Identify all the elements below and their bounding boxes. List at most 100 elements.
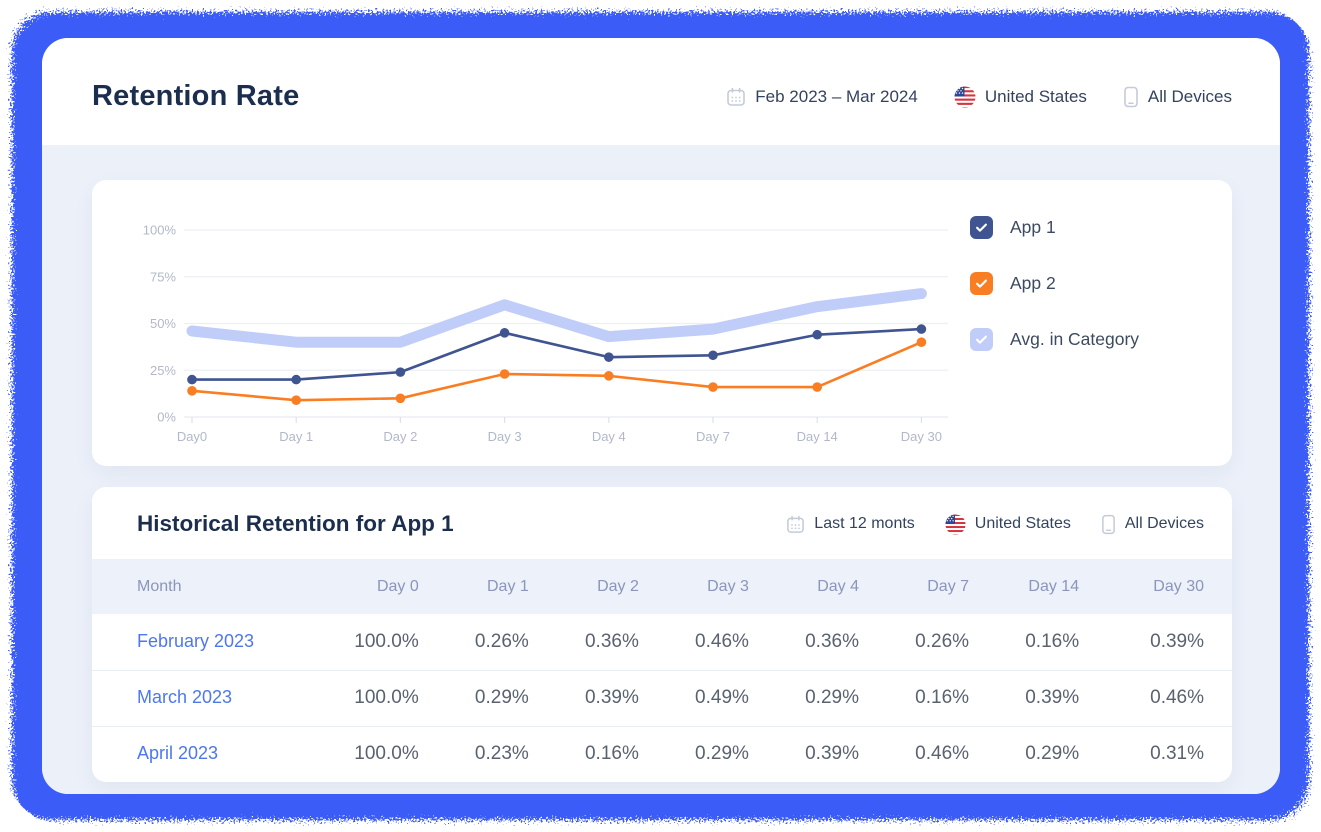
svg-text:Day 14: Day 14 — [797, 429, 838, 444]
value-cell: 0.39% — [534, 670, 645, 727]
table-row: April 2023 100.0% 0.23% 0.16% 0.29% 0.39% 0.46… — [92, 726, 1232, 782]
calendar-icon — [726, 87, 746, 107]
mobile-device-icon — [1123, 86, 1139, 108]
column-header: Month — [92, 559, 297, 614]
value-cell: 0.46% — [1085, 670, 1232, 727]
value-cell: 100.0% — [297, 614, 425, 671]
devices-filter[interactable]: All Devices — [1123, 86, 1232, 108]
value-cell: 0.16% — [864, 670, 976, 727]
date-range-filter[interactable]: Feb 2023 – Mar 2024 — [726, 87, 918, 107]
value-cell: 0.39% — [975, 670, 1086, 727]
historical-retention-card: Historical Retention for App 1 — [92, 487, 1232, 782]
value-cell: 0.39% — [754, 726, 865, 782]
legend-checkbox[interactable] — [970, 272, 993, 295]
value-cell: 0.23% — [424, 726, 535, 782]
retention-table: Month Day 0 Day 1 Day 2 Day 3 Day 4 Day 7 Day 1… — [92, 559, 1232, 782]
svg-text:25%: 25% — [150, 363, 176, 378]
svg-text:0%: 0% — [157, 410, 176, 425]
column-header: Day 7 — [864, 559, 976, 614]
retention-chart-card: 0% 25% 50% 75% 100% Day0 Day 1 Day 2 Day 3 Day 4 D… — [92, 180, 1232, 466]
legend-item-app-2: App 2 — [970, 272, 1190, 295]
page-title: Retention Rate — [92, 80, 300, 112]
table-header-row: Month Day 0 Day 1 Day 2 Day 3 Day 4 Day 7 Day 1… — [92, 559, 1232, 614]
legend-item-avg-in-category: Avg. in Category — [970, 328, 1190, 351]
value-cell: 100.0% — [297, 670, 425, 727]
column-header: Day 3 — [644, 559, 755, 614]
value-cell: 0.16% — [534, 726, 645, 782]
table-country-label: United States — [974, 515, 1071, 532]
table-row: February 2023 100.0% 0.26% 0.36% 0.46% 0.36% 0… — [92, 614, 1232, 671]
value-cell: 0.29% — [975, 726, 1086, 782]
legend-checkbox[interactable] — [970, 328, 993, 351]
column-header: Day 4 — [754, 559, 865, 614]
column-header: Day 14 — [975, 559, 1086, 614]
dashboard-card: Retention Rate Feb 2023 – Mar 2024 — [42, 38, 1280, 794]
value-cell: 0.49% — [644, 670, 755, 727]
month-link[interactable]: March 2023 — [137, 687, 233, 707]
table-title: Historical Retention for App 1 — [137, 511, 454, 536]
calendar-icon — [786, 515, 805, 534]
value-cell: 0.31% — [1085, 726, 1232, 782]
country-label: United States — [984, 86, 1087, 106]
column-header: Day 1 — [424, 559, 535, 614]
value-cell: 0.16% — [975, 614, 1086, 671]
month-link[interactable]: April 2023 — [137, 743, 219, 763]
svg-text:Day 30: Day 30 — [901, 429, 942, 444]
column-header: Day 30 — [1085, 559, 1232, 614]
legend-checkbox[interactable] — [970, 216, 993, 239]
value-cell: 0.46% — [644, 614, 755, 671]
svg-text:Day 7: Day 7 — [696, 429, 730, 444]
devices-label: All Devices — [1147, 86, 1232, 106]
svg-text:Day 2: Day 2 — [383, 429, 417, 444]
table-devices-filter[interactable]: All Devices — [1101, 514, 1204, 535]
value-cell: 0.29% — [754, 670, 865, 727]
date-range-label: Feb 2023 – Mar 2024 — [755, 86, 918, 106]
table-row: March 2023 100.0% 0.29% 0.39% 0.49% 0.29% 0.16… — [92, 670, 1232, 727]
check-icon — [976, 279, 987, 288]
svg-text:Day 4: Day 4 — [592, 429, 626, 444]
table-period-filter[interactable]: Last 12 monts — [786, 515, 915, 534]
value-cell: 0.36% — [754, 614, 865, 671]
value-cell: 0.36% — [534, 614, 645, 671]
month-cell: March 2023 — [92, 670, 297, 727]
check-icon — [976, 223, 987, 232]
header-filters: Feb 2023 – Mar 2024 — [726, 86, 1232, 108]
table-period-label: Last 12 monts — [814, 515, 915, 532]
table-card-header: Historical Retention for App 1 — [92, 487, 1232, 559]
value-cell: 0.29% — [424, 670, 535, 727]
legend-label: Avg. in Category — [1010, 329, 1140, 349]
country-filter[interactable]: United States — [954, 86, 1087, 108]
svg-text:Day 3: Day 3 — [488, 429, 522, 444]
legend-label: App 2 — [1010, 273, 1056, 293]
chart-legend: App 1 App 2 Avg. in Category — [970, 216, 1190, 351]
value-cell: 0.26% — [424, 614, 535, 671]
value-cell: 100.0% — [297, 726, 425, 782]
value-cell: 0.26% — [864, 614, 976, 671]
legend-label: App 1 — [1010, 217, 1056, 237]
svg-text:75%: 75% — [150, 269, 176, 284]
us-flag-icon — [945, 513, 966, 535]
table-devices-label: All Devices — [1124, 515, 1204, 532]
value-cell: 0.39% — [1085, 614, 1232, 671]
month-cell: February 2023 — [92, 614, 297, 671]
table-filters: Last 12 monts — [786, 513, 1204, 535]
column-header: Day 0 — [297, 559, 425, 614]
svg-text:Day 1: Day 1 — [279, 429, 313, 444]
retention-chart: 0% 25% 50% 75% 100% Day0 Day 1 Day 2 Day 3 Day 4 D… — [106, 192, 978, 453]
legend-item-app-1: App 1 — [970, 216, 1190, 239]
page-header: Retention Rate Feb 2023 – Mar 2024 — [42, 38, 1280, 145]
svg-text:Day0: Day0 — [177, 429, 207, 444]
month-cell: April 2023 — [92, 726, 297, 782]
table-country-filter[interactable]: United States — [945, 513, 1071, 535]
column-header: Day 2 — [534, 559, 645, 614]
month-link[interactable]: February 2023 — [137, 630, 255, 651]
value-cell: 0.29% — [644, 726, 755, 782]
svg-text:50%: 50% — [150, 316, 176, 331]
check-icon — [976, 335, 987, 344]
us-flag-icon — [954, 86, 976, 108]
value-cell: 0.46% — [864, 726, 976, 782]
mobile-device-icon — [1101, 514, 1116, 535]
svg-text:100%: 100% — [143, 223, 177, 238]
